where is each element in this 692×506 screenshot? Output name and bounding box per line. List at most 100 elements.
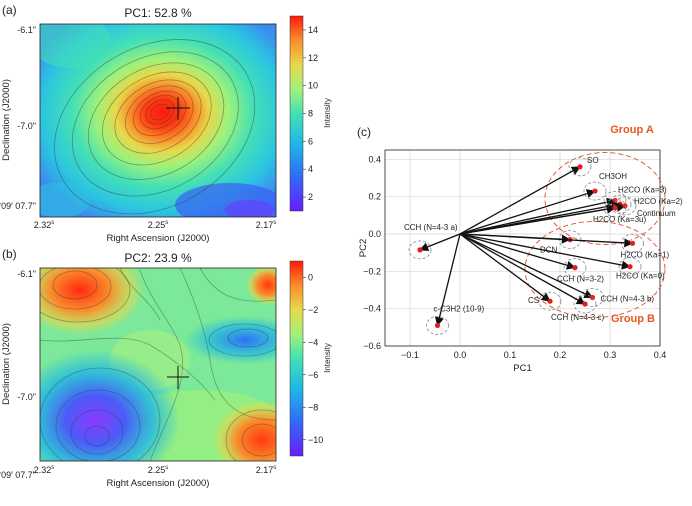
data-point	[434, 322, 441, 329]
panel-b-title: PC2: 23.9 %	[124, 251, 192, 265]
y-tick-label: 0.0	[368, 229, 381, 239]
group-b-ellipse	[524, 221, 666, 318]
point-label: CCH (N=4-3 b)	[601, 294, 655, 303]
panel-a-colorbar	[289, 15, 304, 212]
loading-arrow	[435, 233, 461, 327]
plot-frame	[384, 149, 661, 347]
x-tick-label: 0.0	[454, 350, 467, 360]
loading-arrow	[459, 197, 616, 235]
point-label: H2CO (Ka=1)	[621, 250, 670, 259]
panel-a-title: PC1: 52.8 %	[124, 6, 192, 20]
y-tick-label: −0.4	[363, 304, 381, 314]
y-tick-label: 0.2	[368, 192, 381, 202]
colorbar-tick-label: 0	[308, 272, 313, 282]
point-halo	[608, 194, 632, 214]
point-halo	[583, 181, 607, 201]
data-point	[547, 298, 553, 304]
panel-a-heatmap	[40, 24, 276, 217]
point-label: CCH (N=4-3 a)	[404, 223, 458, 232]
panel-b-ylabel: Declination (J2000)	[1, 323, 12, 405]
panel-b-colorbar-ticks: 0 −2 −4 −6 −8 −10	[303, 272, 323, 445]
loading-arrow	[459, 233, 594, 299]
y-tick-label: 0.4	[368, 154, 381, 164]
colorbar-tick-label: 2	[308, 192, 313, 202]
point-label: H2CO (Ka=0)	[616, 272, 665, 281]
point-halo	[563, 258, 587, 278]
data-point	[572, 265, 578, 271]
xtick-label: 2.25s	[148, 220, 169, 230]
panel-c: (c) −0.1 0.0 0.1 0.2 0.3 0.4 0.4 0.2 0.0 −0.2 −0.4…	[357, 124, 683, 374]
data-point	[627, 264, 633, 270]
point-label: SO	[587, 156, 599, 165]
point-label: H2CO (Ka=3)	[618, 185, 667, 194]
panel-a-ylabel: Declination (J2000)	[1, 79, 12, 161]
colorbar-tick-label: −10	[308, 435, 323, 445]
colorbar-tick-label: −4	[308, 337, 318, 347]
panel-a-yticks: -6.1" -7.0" -34°09′ 07.7"	[0, 25, 36, 211]
point-halo	[603, 198, 627, 218]
y-tick-label: −0.2	[363, 266, 381, 276]
ytick-label: -34°09′ 07.7"	[0, 201, 36, 211]
point-halo	[408, 240, 432, 260]
data-point	[582, 301, 588, 307]
panel-a-colorbar-label: Intensity	[323, 98, 332, 128]
panel-b-label: (b)	[2, 247, 17, 261]
xtick-label: 2.25s	[148, 465, 169, 475]
panel-b-heatmap	[40, 268, 276, 461]
ytick-label: -7.0"	[17, 392, 36, 402]
y-axis-label: PC2	[358, 239, 369, 257]
ytick-label: -34°09′ 07.7"	[0, 470, 36, 480]
x-tick-label: 0.3	[604, 350, 617, 360]
data-point	[577, 164, 583, 170]
x-tick-label: 0.1	[504, 350, 517, 360]
point-label: CCH (N=4-3 c)	[551, 313, 604, 322]
group-a-ellipse	[544, 152, 666, 245]
loading-arrow	[459, 189, 596, 235]
panel-b-colorbar-label: Intensity	[323, 343, 332, 373]
panel-b: (b) PC2: 23.9 %	[0, 247, 332, 489]
x-tick-label: 0.2	[554, 350, 567, 360]
group-a-label: Group A	[610, 124, 654, 136]
group-b-label: Group B	[611, 313, 655, 325]
panel-b-colorbar	[289, 260, 304, 457]
point-halo	[568, 157, 592, 177]
colorbar-tick-label: 8	[308, 109, 313, 119]
x-tick-label: 0.4	[654, 350, 667, 360]
colorbar-tick-label: 6	[308, 136, 313, 146]
loading-arrow	[459, 233, 576, 270]
x-axis-label: PC1	[513, 363, 531, 374]
point-label: CCH (N=3-2)	[557, 275, 604, 284]
panel-b-yticks: -6.1" -7.0" -34°09′ 07.7"	[0, 269, 36, 480]
data-point	[592, 188, 598, 194]
loading-arrow	[459, 233, 586, 305]
panel-b-xticks: 2.32s 2.25s 2.17s	[34, 465, 277, 475]
colorbar-tick-label: 12	[308, 53, 318, 63]
point-halo	[538, 291, 562, 311]
panel-a-colorbar-ticks: 14 12 10 8 6 4 2	[303, 25, 318, 202]
point-label: c-C3H2 (10-9)	[434, 304, 485, 313]
xtick-label: 2.32s	[34, 220, 55, 230]
panel-a: (a) PC1: 52.8 %	[0, 3, 332, 244]
loading-arrow	[459, 166, 581, 235]
ytick-label: -6.1"	[17, 269, 36, 279]
loading-arrow	[459, 204, 616, 235]
colorbar-tick-label: 10	[308, 81, 318, 91]
loading-arrow	[459, 233, 551, 302]
point-label: CH3OH	[599, 172, 627, 181]
loading-arrow	[419, 233, 461, 252]
colorbar-tick-label: 4	[308, 164, 313, 174]
xtick-label: 2.17s	[256, 220, 277, 230]
data-point	[417, 247, 423, 253]
point-label: H2CO (Ka=2)	[634, 197, 683, 206]
loading-arrow	[459, 233, 634, 248]
panel-a-xticks: 2.32s 2.25s 2.17s	[34, 220, 277, 230]
ytick-label: -7.0"	[17, 121, 36, 131]
xtick-label: 2.32s	[34, 465, 55, 475]
colorbar-tick-label: −2	[308, 305, 318, 315]
point-label: DCN	[540, 246, 558, 255]
data-point	[622, 203, 628, 209]
x-tick-label: −0.1	[401, 350, 419, 360]
loading-arrow	[459, 233, 631, 270]
point-label: CS	[528, 296, 539, 305]
